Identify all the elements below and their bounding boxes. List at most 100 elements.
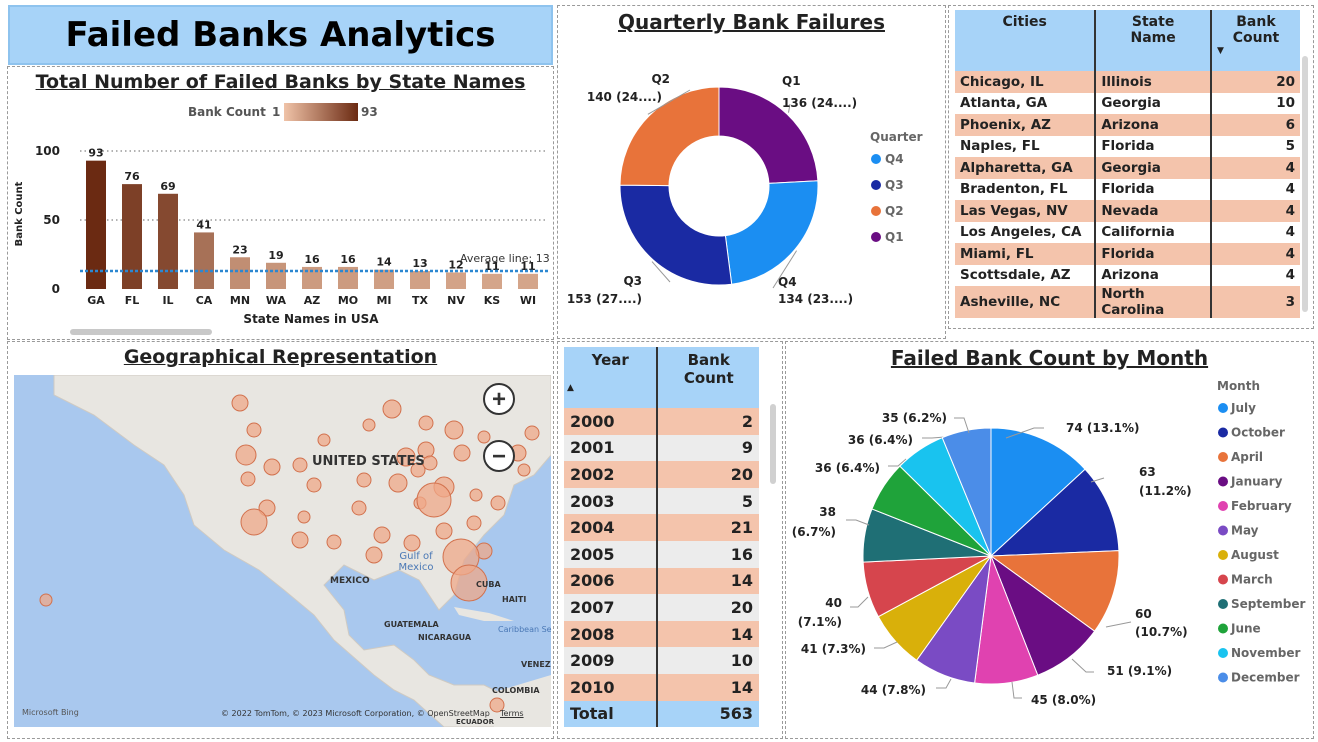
cities-table-row[interactable]: Asheville, NC North Carolina 3 xyxy=(955,286,1300,318)
pie-leader-line xyxy=(1011,681,1022,699)
map-bubble[interactable] xyxy=(517,463,531,477)
map-bubble[interactable] xyxy=(292,457,308,473)
year-header-year[interactable]: Year ▲ xyxy=(564,347,659,408)
map-bubble[interactable] xyxy=(418,415,434,431)
year-table-row[interactable]: 2001 9 xyxy=(564,434,759,462)
map-bubble[interactable] xyxy=(396,447,416,467)
map-bubble[interactable] xyxy=(382,399,402,419)
bar-chart-scrollbar[interactable] xyxy=(70,329,212,335)
map-bubble[interactable] xyxy=(362,418,376,432)
year-header-count[interactable]: Bank Count xyxy=(657,347,759,408)
map-bubble[interactable] xyxy=(297,510,311,524)
year-table-row[interactable]: 2004 21 xyxy=(564,514,759,541)
map-bubble[interactable] xyxy=(351,500,367,516)
year-table-scrollbar[interactable] xyxy=(770,404,776,484)
cities-table-scrollbar[interactable] xyxy=(1302,56,1308,312)
donut-slice-Q1[interactable] xyxy=(718,86,819,184)
map-bubble[interactable] xyxy=(246,422,262,438)
map-bubble[interactable] xyxy=(410,462,426,478)
bar-CA[interactable] xyxy=(194,232,214,289)
state-chart-title: Total Number of Failed Banks by State Na… xyxy=(35,71,526,93)
map-bubble[interactable] xyxy=(291,531,309,549)
map-bubble[interactable] xyxy=(524,425,540,441)
cities-header-city[interactable]: Cities xyxy=(955,10,1097,71)
map-bubble[interactable] xyxy=(235,444,257,466)
map-bubble[interactable] xyxy=(416,482,452,518)
map-bubble[interactable] xyxy=(435,522,453,540)
year-table-row[interactable]: 2007 20 xyxy=(564,594,759,621)
map-bubble[interactable] xyxy=(444,420,464,440)
map-bubble[interactable] xyxy=(356,472,372,488)
map-bubble[interactable] xyxy=(240,508,268,536)
map-bubble[interactable] xyxy=(240,471,256,487)
bar-MN[interactable] xyxy=(230,257,250,289)
zoom-out-button[interactable]: − xyxy=(483,440,515,472)
bar-MI[interactable] xyxy=(374,269,394,289)
donut-slice-Q2[interactable] xyxy=(619,86,720,187)
map-bubble[interactable] xyxy=(373,526,391,544)
cities-table-row[interactable]: Atlanta, GA Georgia 10 xyxy=(955,92,1300,114)
zoom-in-button[interactable]: + xyxy=(483,383,515,415)
year-table-row[interactable]: 2009 10 xyxy=(564,647,759,674)
map-bubble[interactable] xyxy=(317,433,331,447)
donut-slice-Q3[interactable] xyxy=(619,184,733,286)
cities-table-row[interactable]: Phoenix, AZ Arizona 6 xyxy=(955,114,1300,136)
year-table-row[interactable]: 2006 14 xyxy=(564,567,759,595)
cities-table-row[interactable]: Bradenton, FL Florida 4 xyxy=(955,178,1300,200)
cities-header-state[interactable]: State Name xyxy=(1095,10,1212,71)
map-bubble[interactable] xyxy=(489,697,505,713)
pie-slice-october[interactable] xyxy=(989,468,1120,557)
bar-GA[interactable] xyxy=(86,160,106,289)
map-bubble[interactable] xyxy=(422,455,438,471)
year-cell-year: 2001 xyxy=(564,434,659,462)
cities-table-row[interactable]: Los Angeles, CA California 4 xyxy=(955,221,1300,243)
year-table-row[interactable]: 2010 14 xyxy=(564,673,759,701)
year-table-row[interactable]: 2008 14 xyxy=(564,620,759,648)
map-bubble[interactable] xyxy=(477,430,491,444)
pie-slice-december[interactable] xyxy=(941,427,992,557)
year-table-row[interactable]: 2000 2 xyxy=(564,408,759,435)
donut-slice-Q4[interactable] xyxy=(724,180,819,285)
year-table-row[interactable]: 2005 16 xyxy=(564,540,759,568)
pie-slice-july[interactable] xyxy=(990,427,1086,558)
map-bubble[interactable] xyxy=(450,564,488,602)
map-bubble[interactable] xyxy=(490,495,506,511)
bar-WI[interactable] xyxy=(518,273,538,289)
map-bubble[interactable] xyxy=(263,458,281,476)
cities-table-row[interactable]: Miami, FL Florida 4 xyxy=(955,243,1300,265)
map-bubble[interactable] xyxy=(39,593,53,607)
cities-table-row[interactable]: Alpharetta, GA Georgia 4 xyxy=(955,157,1300,179)
bar-AZ[interactable] xyxy=(302,266,322,289)
bar-TX[interactable] xyxy=(410,271,430,289)
bar-WA[interactable] xyxy=(266,262,286,289)
pie-slice-april[interactable] xyxy=(989,550,1120,632)
bar-MO[interactable] xyxy=(338,266,358,289)
map-canvas[interactable] xyxy=(14,375,551,727)
year-table-row[interactable]: 2002 20 xyxy=(564,461,759,488)
year-table-row[interactable]: 2003 5 xyxy=(564,487,759,515)
map-bubble[interactable] xyxy=(466,515,482,531)
cities-header-count[interactable]: Bank Count ▼ xyxy=(1210,10,1300,71)
map-bubble[interactable] xyxy=(403,534,421,552)
quarter-donut-panel: Quarterly Bank Failures Quarter Q1 136 (2… xyxy=(557,5,946,339)
sort-desc-icon[interactable]: ▼ xyxy=(1216,46,1224,56)
map-bubble[interactable] xyxy=(388,473,408,493)
map-bubble[interactable] xyxy=(306,477,322,493)
cities-cell-city: Las Vegas, NV xyxy=(955,200,1097,222)
bar-KS[interactable] xyxy=(482,273,502,289)
map-bubble[interactable] xyxy=(231,394,249,412)
bar-FL[interactable] xyxy=(122,184,142,289)
bar-NV[interactable] xyxy=(446,272,466,289)
map-bubble[interactable] xyxy=(326,534,342,550)
map-bubble[interactable] xyxy=(469,488,483,502)
cities-table-row[interactable]: Naples, FL Florida 5 xyxy=(955,135,1300,157)
bar-x-tick-label: NV xyxy=(447,294,465,307)
map-terms-link[interactable]: Terms xyxy=(500,709,524,718)
cities-table-row[interactable]: Scottsdale, AZ Arizona 4 xyxy=(955,264,1300,286)
sort-asc-icon[interactable]: ▲ xyxy=(567,383,574,393)
cities-table-row[interactable]: Las Vegas, NV Nevada 4 xyxy=(955,200,1300,222)
cities-table-row[interactable]: Chicago, IL Illinois 20 xyxy=(955,71,1300,93)
bar-IL[interactable] xyxy=(158,193,178,289)
map-bubble[interactable] xyxy=(453,444,471,462)
map-bubble[interactable] xyxy=(365,546,383,564)
